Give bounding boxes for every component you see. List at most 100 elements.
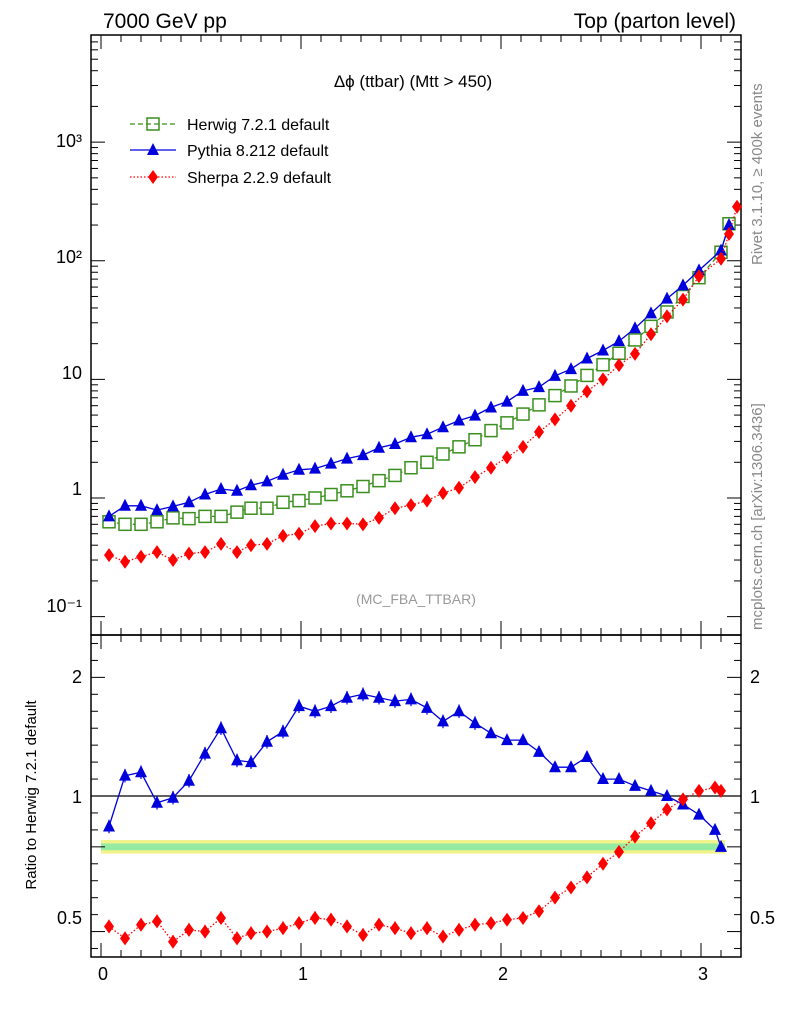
main-data-point: [532, 398, 546, 412]
legend-pythia-marker: [130, 143, 176, 155]
ratio-data-point: [152, 914, 162, 929]
main-data-point: [548, 388, 562, 403]
main-data-point: [278, 528, 288, 543]
ratio-data-point: [678, 792, 688, 807]
main-data-point: [715, 243, 727, 256]
main-data-point: [118, 517, 132, 532]
main-data-point: [629, 321, 641, 334]
ratio-uncertainty-band: [101, 840, 725, 854]
ratio-data-point: [262, 924, 272, 939]
ratio-data-point: [341, 690, 353, 703]
ratio-data-point: [581, 750, 593, 763]
main-series-line: [108, 206, 738, 563]
ratio-data-point: [167, 790, 179, 803]
main-data-point: [628, 333, 642, 347]
ratio-data-point: [646, 816, 656, 831]
ratio-data-point: [245, 755, 257, 768]
ratio-data-point: [614, 844, 624, 859]
main-data-point: [293, 462, 305, 475]
main-data-point: [168, 553, 178, 568]
main-data-point: [166, 511, 180, 525]
ratio-data-point: [231, 753, 243, 766]
main-data-point: [358, 517, 368, 532]
main-data-point: [342, 516, 352, 531]
ratio-data-point: [598, 856, 608, 871]
ratio-series-line: [108, 786, 722, 943]
main-data-point: [581, 351, 593, 364]
x-tick-label-2: 2: [498, 964, 508, 984]
main-data-point: [517, 383, 529, 396]
main-data-point: [199, 487, 211, 500]
chart-title: Δϕ (ttbar) (Mtt > 450): [334, 72, 492, 91]
ratio-data-point: [501, 733, 513, 746]
ratio-data-point: [485, 726, 497, 739]
ratio-data-point: [136, 917, 146, 932]
ratio-data-point: [405, 692, 417, 705]
main-data-point: [452, 440, 466, 454]
main-series-line: [108, 223, 730, 525]
ratio-y-axis-label: Ratio to Herwig 7.2.1 default: [23, 700, 40, 890]
main-data-point: [372, 473, 386, 488]
ratio-data-point: [358, 927, 368, 942]
main-data-point: [453, 413, 465, 426]
ratio-data-point: [421, 700, 433, 713]
main-data-point: [135, 498, 147, 511]
main-data-point: [261, 474, 273, 487]
main-data-point: [438, 486, 448, 501]
main-data-point: [437, 420, 449, 433]
main-data-point: [580, 368, 594, 383]
ratio-data-point: [325, 699, 337, 712]
main-data-point: [244, 501, 258, 515]
y-tick-label-100: 10²: [56, 247, 82, 267]
main-data-point: [151, 503, 163, 516]
main-data-point: [582, 384, 592, 399]
ratio-data-point: [518, 911, 528, 926]
main-data-point: [152, 545, 162, 560]
main-data-point: [388, 468, 402, 483]
main-data-point: [723, 218, 735, 231]
ratio-data-point: [389, 694, 401, 707]
main-data-point: [104, 548, 114, 563]
main-data-point: [534, 425, 544, 440]
ratio-data-point: [470, 917, 480, 932]
main-data-point: [277, 467, 289, 480]
x-tick-label-1: 1: [298, 964, 308, 984]
main-data-point: [500, 416, 514, 430]
ratio-series-layer: [103, 687, 727, 949]
mcplots-label: mcplots.cern.ch [arXiv:1306.3436]: [749, 403, 766, 630]
main-data-point: [262, 536, 272, 551]
ratio-y-tick-labels: 0.5 1 2 0.5 1 2: [57, 667, 775, 928]
ratio-data-point: [630, 829, 640, 844]
main-data-point: [732, 199, 742, 214]
ratio-data-point: [326, 912, 336, 927]
ratio-data-point: [261, 734, 273, 747]
main-data-point: [661, 291, 673, 304]
ratio-data-point: [549, 760, 561, 773]
main-data-point: [150, 515, 164, 529]
main-data-point: [420, 455, 434, 470]
main-data-point: [246, 538, 256, 553]
main-data-point: [230, 505, 244, 519]
main-data-point: [613, 334, 625, 347]
header-right: Top (parton level): [574, 10, 736, 33]
main-data-point: [565, 362, 577, 375]
ratio-data-point: [135, 765, 147, 778]
ratio-data-point: [183, 773, 195, 786]
ratio-right-tick-label-0.5: 0.5: [750, 908, 775, 928]
ratio-data-point: [184, 922, 194, 937]
main-data-point: [630, 346, 640, 361]
main-data-point: [136, 549, 146, 564]
main-data-point: [340, 484, 354, 498]
ratio-data-point: [373, 690, 385, 703]
ratio-tick-label-2: 2: [72, 667, 82, 687]
main-data-point: [612, 346, 626, 361]
ratio-data-point: [662, 802, 672, 817]
main-data-point: [134, 517, 148, 532]
main-data-point: [516, 407, 530, 421]
x-tick-labels: 0 1 2 3: [98, 964, 708, 984]
ratio-data-point: [216, 911, 226, 926]
main-data-point: [324, 487, 338, 502]
ratio-data-point: [565, 760, 577, 773]
main-data-point: [597, 343, 609, 356]
